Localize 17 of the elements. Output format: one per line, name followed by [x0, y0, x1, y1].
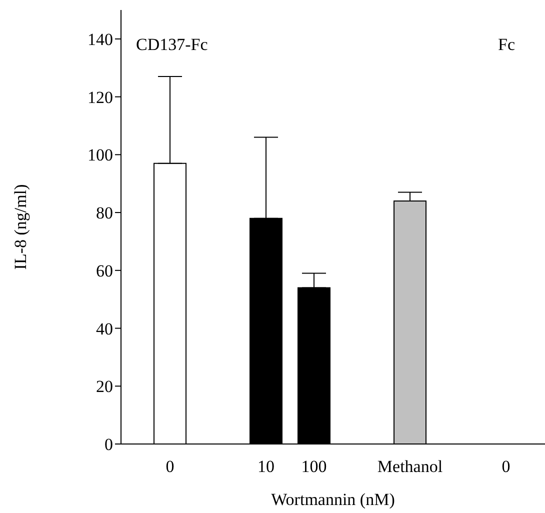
x-tick-label: 10 — [258, 457, 274, 476]
y-tick-label: 0 — [104, 435, 113, 454]
y-tick-label: 60 — [96, 261, 113, 280]
y-tick-label: 40 — [96, 319, 113, 338]
x-axis-title: Wortmannin (nM) — [271, 490, 395, 509]
y-tick-label: 120 — [88, 88, 113, 107]
annotation: CD137-Fc — [136, 35, 208, 55]
y-tick-label: 80 — [96, 204, 113, 223]
x-tick-label: 100 — [301, 457, 327, 476]
annotation: Fc — [498, 35, 515, 55]
y-tick-label: 140 — [88, 30, 113, 49]
y-axis-title: IL-8 (ng/ml) — [11, 184, 30, 270]
y-tick-label: 100 — [88, 146, 113, 165]
y-tick-label: 20 — [96, 377, 113, 396]
x-tick-label: Methanol — [377, 457, 443, 476]
x-tick-label: 0 — [166, 457, 174, 476]
x-tick-label: 0 — [502, 457, 510, 476]
